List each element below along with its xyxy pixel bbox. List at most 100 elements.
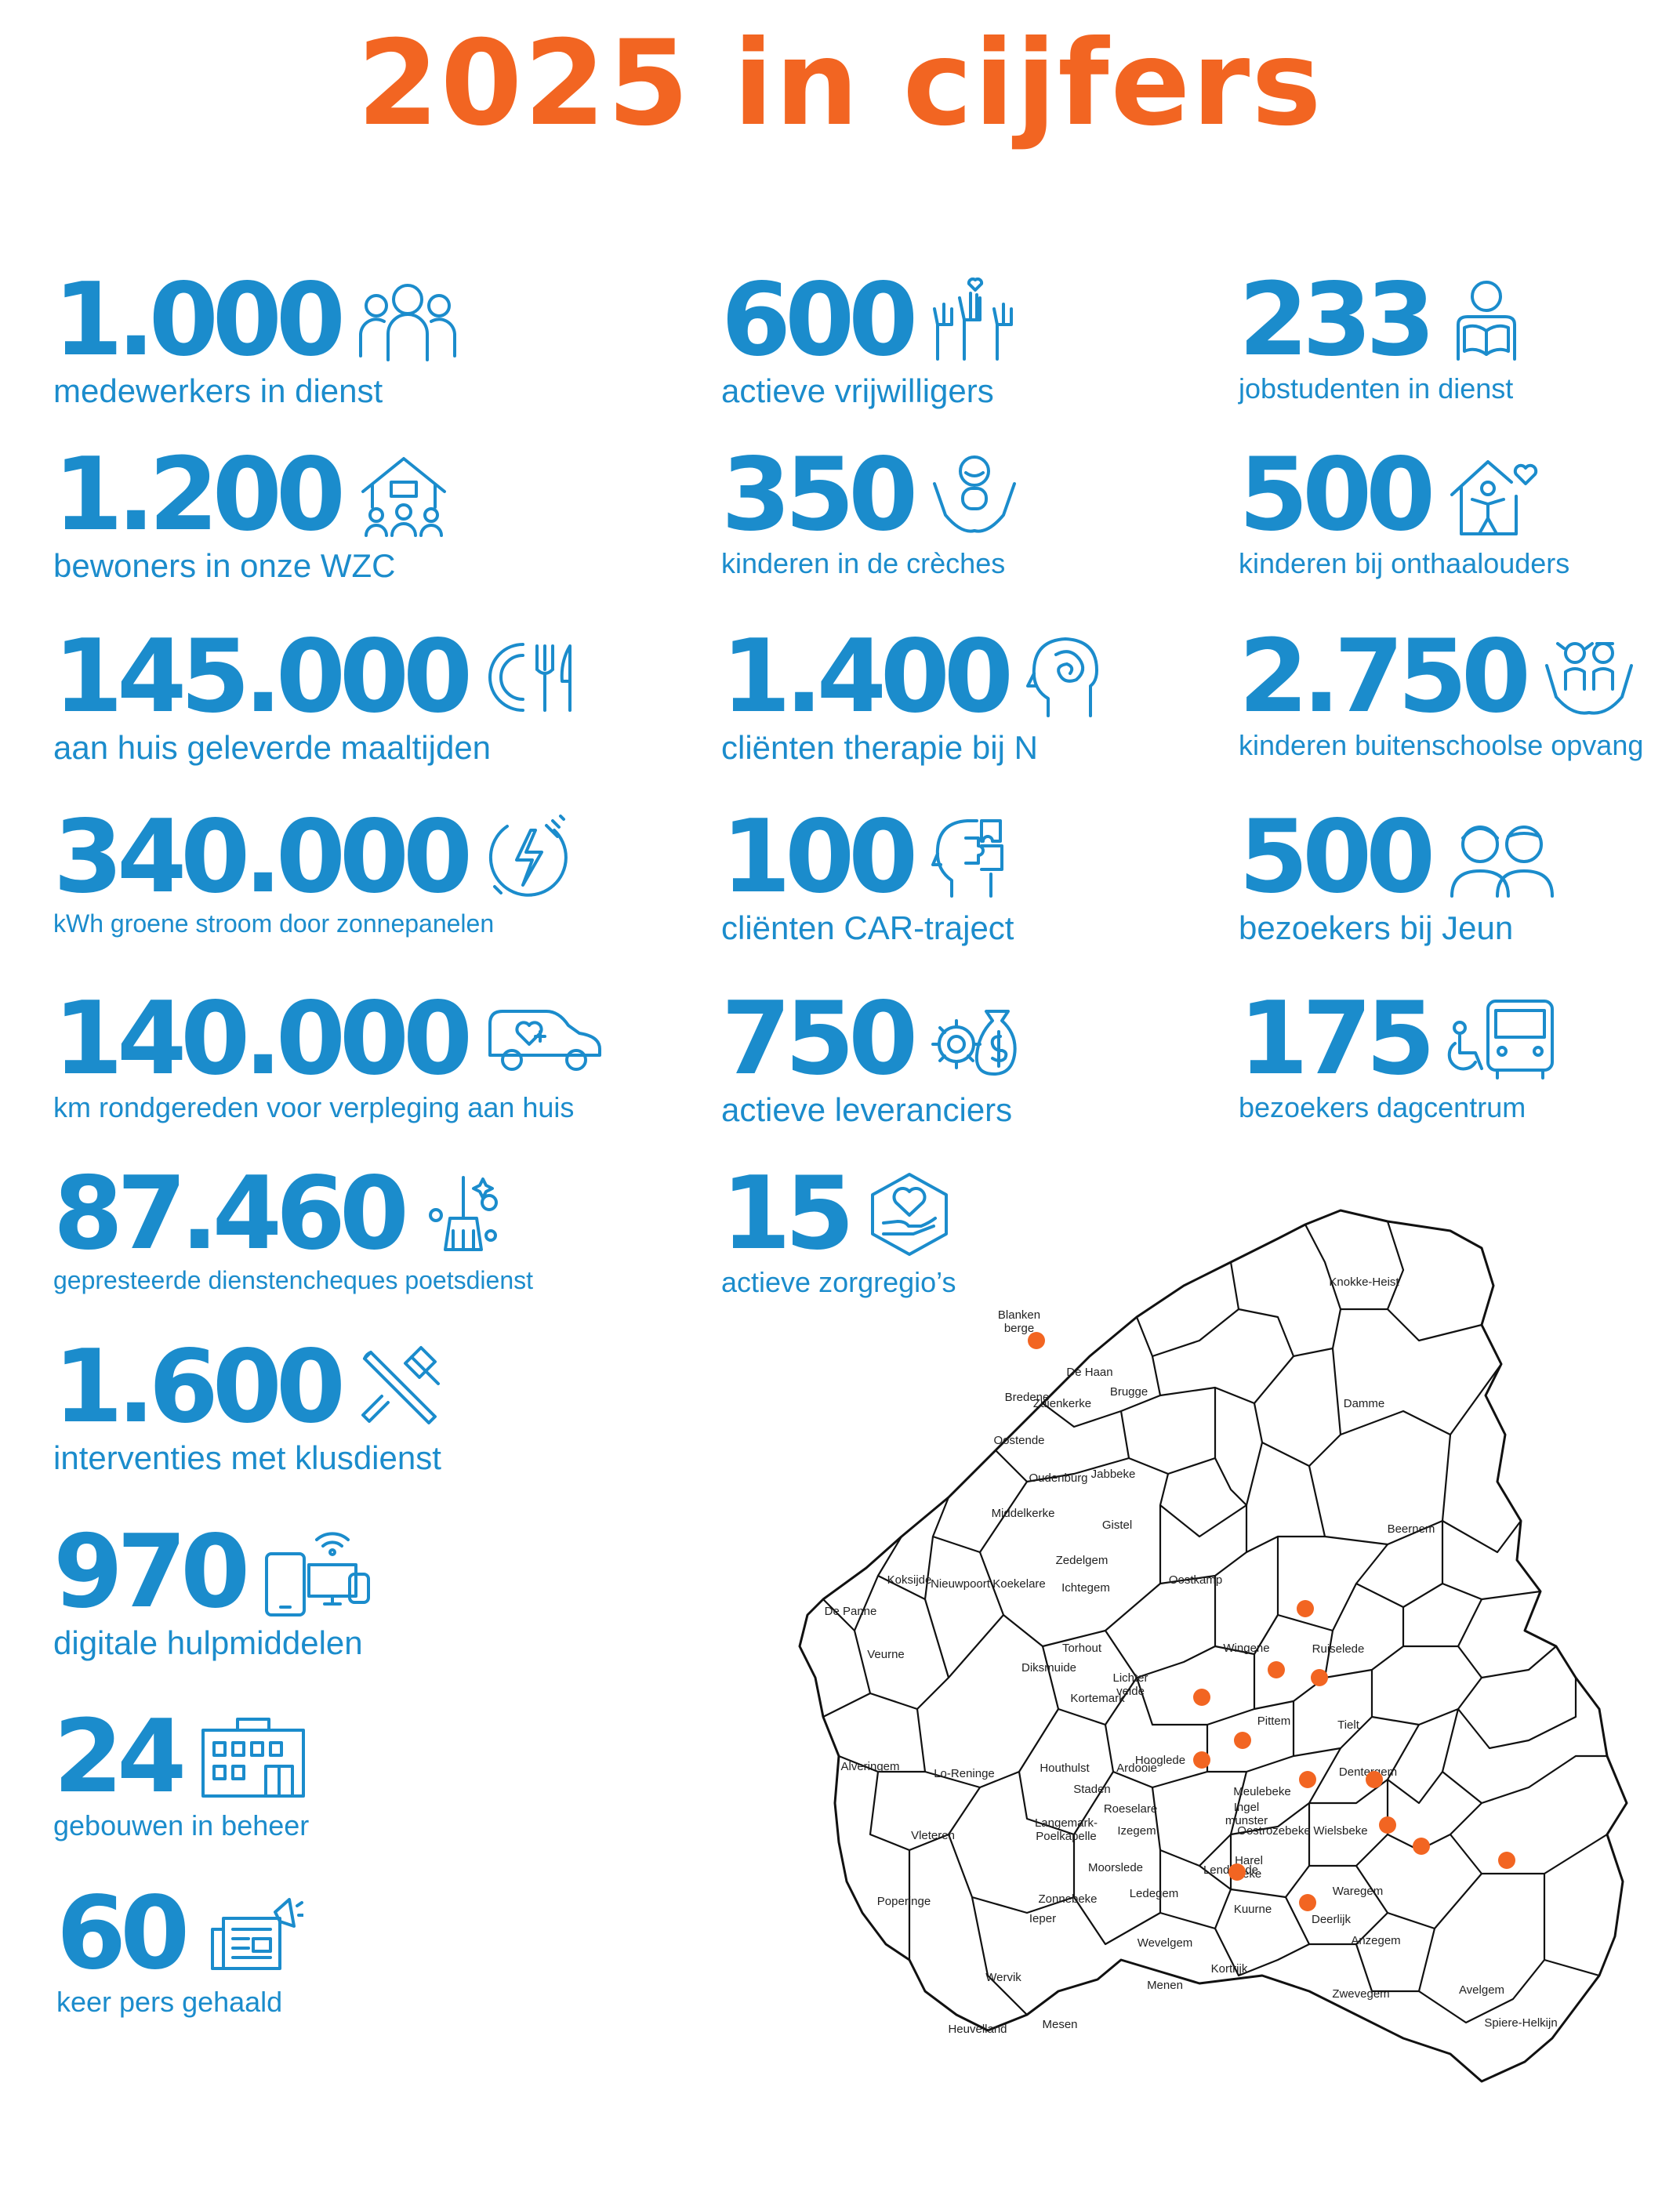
newspaper-megaphone-icon bbox=[201, 1895, 303, 1973]
map-west-vlaanderen: Knokke-Heist Blanken berge De Haan BredeneZu… bbox=[798, 1209, 1628, 2083]
elderly-couple-icon bbox=[1447, 815, 1557, 901]
map-town-label: Pittem bbox=[1257, 1714, 1291, 1728]
map-town-label: Kortemark bbox=[1070, 1692, 1125, 1705]
stat-label: gebouwen in beheer bbox=[53, 1809, 310, 1841]
stat-maaltijden: 145.000 aan huis geleverde maaltijden bbox=[53, 627, 582, 767]
building-icon bbox=[198, 1714, 308, 1801]
stat-number: 340.000 bbox=[53, 799, 473, 916]
map-town-label: Ardooie bbox=[1116, 1762, 1157, 1775]
hexagon-heart-hand-icon bbox=[866, 1171, 952, 1257]
map-town-label: Oostrozebeke bbox=[1237, 1824, 1310, 1838]
map-town-label: Diksmuide bbox=[1021, 1661, 1076, 1675]
map-town-label: Koksijde bbox=[887, 1573, 932, 1587]
stat-label: cliënten CAR-traject bbox=[721, 909, 1014, 946]
map-town-label: Dentergem bbox=[1339, 1765, 1397, 1779]
stat-medewerkers: 1.000 medewerkers in dienst bbox=[53, 270, 459, 410]
map-town-label: Lo-Reninge bbox=[934, 1767, 995, 1780]
stat-label: kinderen in de crèches bbox=[721, 547, 1006, 579]
broom-cleaning-icon bbox=[420, 1171, 506, 1257]
map-town-label: Kuurne bbox=[1234, 1903, 1272, 1916]
map-town-label: Menen bbox=[1147, 1979, 1183, 1992]
map-town-label: Zwevegem bbox=[1332, 1987, 1389, 2001]
map-town-label: Gistel bbox=[1102, 1519, 1132, 1532]
map-town-label: Anzegem bbox=[1351, 1934, 1400, 1947]
stat-label: actieve vrijwilligers bbox=[721, 372, 994, 409]
map-location-dot bbox=[1413, 1838, 1430, 1855]
map-town-label: Mesen bbox=[1042, 2018, 1077, 2031]
map-location-dot bbox=[1297, 1600, 1314, 1617]
stat-number: 145.000 bbox=[53, 619, 473, 735]
stat-therapie: 1.400 cliënten therapie bij N bbox=[721, 627, 1103, 767]
stat-poetsdienst: 87.460 gepresteerde dienstencheques poet… bbox=[53, 1164, 533, 1295]
map-town-label: Wingene bbox=[1223, 1642, 1269, 1655]
plate-cutlery-icon bbox=[484, 638, 582, 717]
map-town-label: Veurne bbox=[867, 1648, 905, 1661]
map-location-dot bbox=[1193, 1689, 1210, 1706]
stat-label: keer pers gehaald bbox=[56, 1986, 283, 2018]
stat-label: bewoners in onze WZC bbox=[53, 547, 396, 584]
care-home-icon bbox=[357, 452, 451, 539]
map-town-label: Blanken berge bbox=[998, 1308, 1040, 1335]
stat-label: kWh groene stroom door zonnepanelen bbox=[53, 909, 495, 938]
map-town-label: Avelgem bbox=[1459, 1983, 1504, 1997]
stat-label: bezoekers dagcentrum bbox=[1239, 1091, 1526, 1123]
stat-number: 1.000 bbox=[53, 262, 346, 379]
stat-number: 100 bbox=[721, 799, 918, 916]
stat-number: 970 bbox=[53, 1514, 250, 1631]
gear-money-bag-icon bbox=[930, 1000, 1020, 1079]
student-reading-icon bbox=[1447, 278, 1526, 364]
stat-number: 500 bbox=[1239, 437, 1435, 553]
map-town-label: Ledegem bbox=[1130, 1887, 1179, 1900]
map-town-label: Zonnebeke bbox=[1038, 1892, 1097, 1906]
map-town-label: Ichtegem bbox=[1061, 1581, 1110, 1595]
map-location-dot bbox=[1228, 1863, 1246, 1881]
stat-label: interventies met klusdienst bbox=[53, 1439, 441, 1476]
people-group-icon bbox=[357, 278, 459, 364]
map-town-label: Roeselare bbox=[1104, 1802, 1157, 1816]
stat-dagcentrum: 175 bezoekers dagcentrum bbox=[1239, 989, 1557, 1124]
stat-creches: 350 kinderen in de crèches bbox=[721, 445, 1020, 580]
stat-number: 600 bbox=[721, 262, 918, 379]
map-location-dot bbox=[1268, 1661, 1285, 1678]
care-car-icon bbox=[484, 1000, 605, 1079]
stat-number: 15 bbox=[721, 1156, 855, 1272]
map-town-label: Koekelare bbox=[992, 1577, 1046, 1591]
map-town-label: Oudenburg bbox=[1029, 1471, 1087, 1485]
map-town-label: Vleteren bbox=[911, 1829, 955, 1842]
stat-car-traject: 100 cliënten CAR-traject bbox=[721, 807, 1014, 947]
children-hands-icon bbox=[1542, 634, 1636, 720]
map-location-dot bbox=[1498, 1852, 1515, 1869]
map-town-label: Jabbeke bbox=[1091, 1468, 1136, 1481]
stat-bewoners: 1.200 bewoners in onze WZC bbox=[53, 445, 451, 585]
stat-number: 140.000 bbox=[53, 981, 473, 1098]
stat-number: 24 bbox=[53, 1699, 187, 1816]
stat-gebouwen: 24 gebouwen in beheer bbox=[53, 1707, 309, 1842]
stat-number: 1.200 bbox=[53, 437, 346, 553]
map-town-label: Damme bbox=[1344, 1397, 1385, 1410]
stat-label: cliënten therapie bij N bbox=[721, 729, 1038, 766]
map-town-label: Poperinge bbox=[877, 1895, 931, 1908]
stat-label: medewerkers in dienst bbox=[53, 372, 383, 409]
map-town-label: Bredene bbox=[1005, 1391, 1050, 1404]
map-town-label: Moorslede bbox=[1088, 1861, 1143, 1874]
map-town-label: Spiere-Helkijn bbox=[1484, 2016, 1557, 2030]
map-town-label: Lichter velde bbox=[1112, 1671, 1148, 1698]
map-town-label: Wevelgem bbox=[1138, 1936, 1193, 1950]
stat-label: gepresteerde dienstencheques poetsdienst bbox=[53, 1266, 533, 1294]
map-town-label: De Panne bbox=[825, 1605, 877, 1618]
map-town-label: Zedelgem bbox=[1056, 1554, 1109, 1567]
stat-label: jobstudenten in dienst bbox=[1239, 372, 1514, 405]
stat-buitenschoolse-opvang: 2.750 kinderen buitenschoolse opvang bbox=[1239, 627, 1643, 762]
map-town-label: Ruiselede bbox=[1312, 1642, 1365, 1656]
map-town-label: Kortrijk bbox=[1211, 1962, 1248, 1976]
map-town-label: Hooglede bbox=[1135, 1754, 1185, 1767]
house-child-heart-icon bbox=[1447, 452, 1541, 539]
map-town-label: Houthulst bbox=[1040, 1762, 1090, 1775]
map-location-dot bbox=[1379, 1816, 1396, 1834]
stat-label: actieve leveranciers bbox=[721, 1091, 1013, 1128]
map-town-label: Ingel munster bbox=[1225, 1801, 1268, 1827]
map-location-dot bbox=[1311, 1669, 1328, 1686]
map-town-label: Knokke-Heist bbox=[1329, 1275, 1399, 1289]
stat-klusdienst: 1.600 interventies met klusdienst bbox=[53, 1337, 451, 1477]
map-location-dot bbox=[1028, 1332, 1045, 1349]
